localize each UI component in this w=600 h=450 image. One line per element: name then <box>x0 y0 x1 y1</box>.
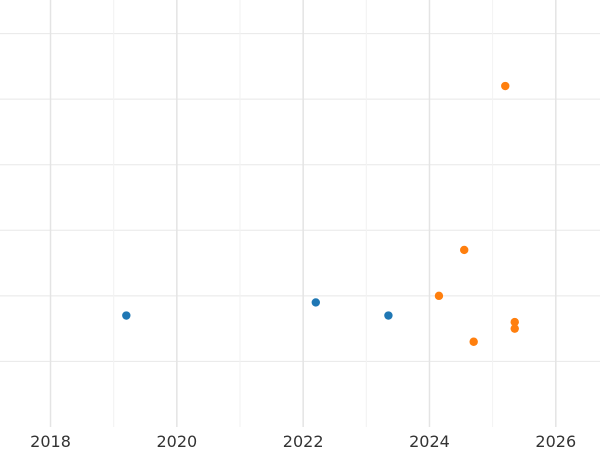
data-points <box>122 81 519 346</box>
x-tick-label: 2022 <box>283 432 324 450</box>
grid <box>0 0 600 427</box>
data-point-series-2 <box>501 81 510 91</box>
x-tick-label: 2026 <box>535 432 576 450</box>
data-point-series-2 <box>469 337 478 346</box>
x-axis-ticks: 2018 2020 2022 2024 2026 <box>30 432 576 450</box>
x-tick-label: 2024 <box>409 432 450 450</box>
data-point-series-2 <box>510 317 519 327</box>
data-point-series-1 <box>384 311 393 320</box>
data-point-series-2 <box>510 324 519 333</box>
data-point-series-1 <box>311 298 320 307</box>
x-tick-label: 2018 <box>30 432 71 450</box>
x-tick-label: 2020 <box>156 432 197 450</box>
data-point-series-2 <box>434 291 444 301</box>
data-point-series-2 <box>460 245 469 255</box>
data-point-series-1 <box>122 311 131 320</box>
